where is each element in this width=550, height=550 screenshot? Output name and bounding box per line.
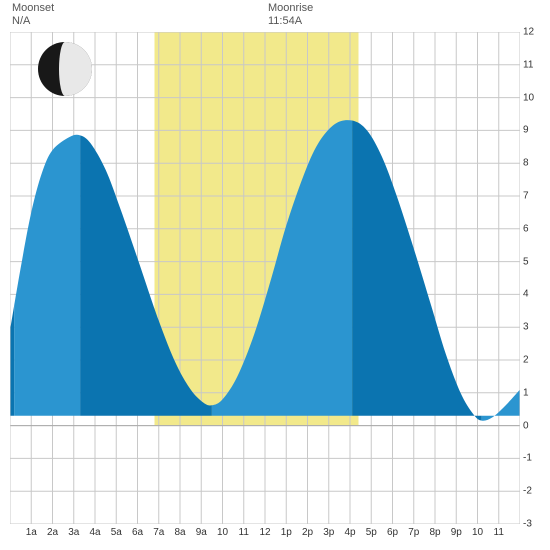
x-tick-label: 10	[217, 527, 228, 538]
x-tick-label: 7p	[408, 527, 419, 538]
y-tick-label: 5	[523, 256, 529, 267]
y-tick-label: 7	[523, 191, 529, 202]
moonset-label: Moonset	[12, 2, 54, 14]
y-tick-label: 4	[523, 289, 529, 300]
moonset-value: N/A	[12, 15, 30, 27]
y-tick-label: 0	[523, 420, 529, 431]
moonrise-label: Moonrise	[268, 2, 313, 14]
y-tick-label: 9	[523, 125, 529, 136]
x-tick-label: 7a	[153, 527, 164, 538]
y-tick-label: 11	[523, 59, 533, 70]
y-tick-label: 10	[523, 92, 534, 103]
x-tick-label: 5p	[366, 527, 377, 538]
x-tick-label: 9p	[451, 527, 462, 538]
y-tick-label: -1	[523, 453, 532, 464]
y-tick-label: 1	[523, 387, 529, 398]
x-axis-labels: 1a 2a 3a 4a 5a 6a 7a 8a 9a 10 11 12 1p 2p 3p 4p 5p 6p 7p 8p…	[10, 527, 520, 547]
y-tick-label: 2	[523, 355, 529, 366]
x-tick-label: 11	[239, 527, 249, 538]
x-tick-label: 12	[259, 527, 270, 538]
y-tick-label: 6	[523, 223, 529, 234]
y-tick-label: 3	[523, 322, 529, 333]
x-tick-label: 6p	[387, 527, 398, 538]
tide-chart-svg	[10, 32, 520, 524]
tide-chart-container: Moonset N/A Moonrise 11:54A 1a 2a 3a 4a 5a 6a…	[0, 0, 550, 550]
y-tick-label: -3	[523, 519, 532, 530]
x-tick-label: 9a	[196, 527, 207, 538]
x-tick-label: 6a	[132, 527, 143, 538]
header-labels: Moonset N/A Moonrise 11:54A	[0, 0, 550, 30]
y-tick-label: 8	[523, 158, 529, 169]
x-tick-label: 3p	[323, 527, 334, 538]
x-tick-label: 1p	[281, 527, 292, 538]
x-tick-label: 3a	[68, 527, 79, 538]
plot-area	[10, 32, 520, 524]
x-tick-label: 4a	[89, 527, 100, 538]
y-tick-label: -2	[523, 486, 532, 497]
x-tick-label: 2p	[302, 527, 313, 538]
x-tick-label: 11	[494, 527, 504, 538]
x-tick-label: 8p	[429, 527, 440, 538]
x-tick-label: 1a	[26, 527, 37, 538]
x-tick-label: 5a	[111, 527, 122, 538]
moonrise-value: 11:54A	[268, 15, 302, 27]
y-axis-labels: -3-2-10123456789101112	[523, 32, 548, 524]
moon-phase-icon	[38, 42, 92, 96]
y-tick-label: 12	[523, 27, 534, 38]
x-tick-label: 4p	[344, 527, 355, 538]
x-tick-label: 8a	[174, 527, 185, 538]
x-tick-label: 10	[472, 527, 483, 538]
moon-svg	[38, 42, 92, 96]
x-tick-label: 2a	[47, 527, 58, 538]
